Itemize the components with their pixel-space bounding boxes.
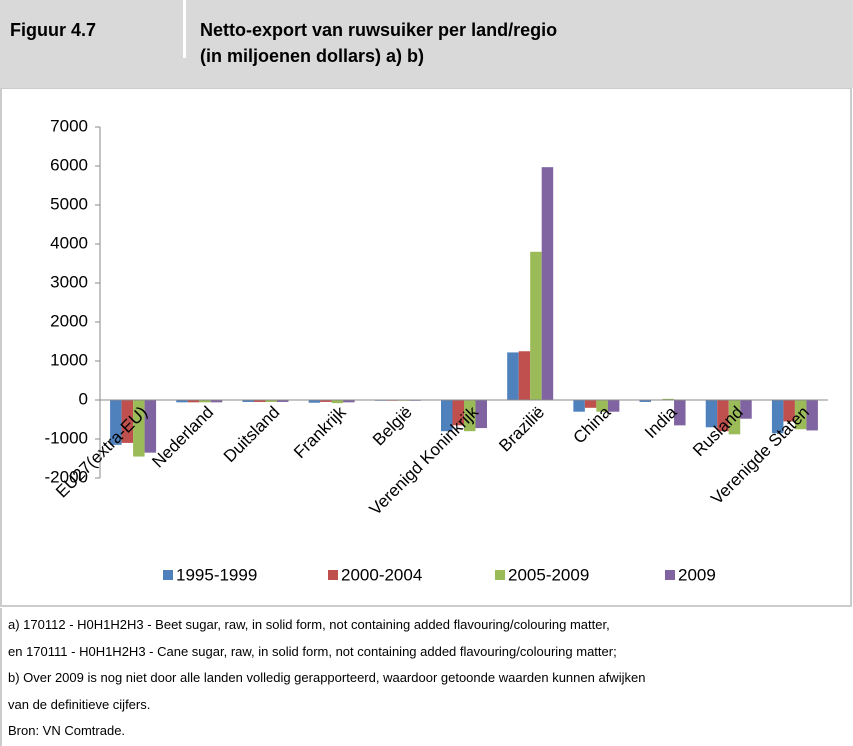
y-tick-label: -2000	[45, 467, 88, 486]
bar	[573, 400, 585, 412]
bar	[253, 400, 266, 402]
y-tick-label: -1000	[45, 428, 88, 447]
bar	[199, 400, 211, 403]
figure-title: Netto-export van ruwsuiker per land/regi…	[200, 20, 558, 40]
bar	[674, 400, 686, 426]
bar	[475, 400, 487, 429]
note: en 170111 - H0H1H2H3 - Cane sugar, raw, …	[8, 643, 617, 659]
bar	[308, 400, 321, 403]
note: b) Over 2009 is nog niet door alle lande…	[8, 670, 646, 685]
bar	[783, 400, 795, 422]
bar	[242, 400, 254, 402]
bar	[441, 400, 453, 432]
bar	[452, 400, 464, 426]
bar	[607, 400, 620, 412]
bar	[794, 400, 807, 430]
bar	[705, 400, 718, 428]
y-tick-label: 2000	[50, 311, 88, 330]
bar	[320, 400, 332, 402]
bar	[133, 400, 145, 457]
x-tick-label: België	[369, 403, 416, 450]
legend-swatch	[665, 570, 675, 580]
legend-label: 1995-1999	[176, 565, 257, 584]
divider	[183, 0, 186, 58]
x-tick-label: Duitsland	[220, 403, 284, 467]
figure-label: Figuur 4.7	[10, 20, 97, 40]
bar	[464, 400, 476, 432]
y-tick-label: 0	[79, 389, 88, 408]
x-tick-label: Brazilië	[495, 403, 548, 456]
bar	[110, 400, 122, 445]
bar	[121, 400, 134, 443]
bar	[144, 400, 157, 453]
note: a) 170112 - H0H1H2H3 - Beet sugar, raw, …	[8, 617, 610, 632]
y-tick-label: 4000	[50, 233, 88, 252]
legend-swatch	[495, 570, 505, 580]
y-tick-label: 6000	[50, 155, 88, 174]
bar	[187, 400, 200, 403]
bar	[596, 400, 608, 412]
legend-swatch	[163, 570, 173, 580]
x-tick-label: Frankrijk	[290, 402, 350, 462]
bar	[518, 351, 531, 400]
legend-label: 2000-2004	[341, 565, 422, 584]
y-tick-label: 3000	[50, 272, 88, 291]
x-tick-label: Nederland	[148, 403, 217, 472]
bar	[728, 400, 741, 435]
figure-title: (in miljoenen dollars) a) b)	[200, 46, 425, 66]
bar	[541, 167, 554, 400]
bar	[265, 400, 277, 402]
bar	[276, 400, 289, 402]
note: Bron: VN Comtrade.	[8, 723, 126, 738]
figure-header: Figuur 4.7 Netto-export van ruwsuiker pe…	[0, 0, 853, 88]
bar	[331, 400, 344, 404]
bar	[210, 400, 223, 403]
bar	[717, 400, 729, 432]
bar	[662, 398, 675, 400]
bar	[584, 400, 597, 408]
bar	[740, 400, 752, 419]
bar	[507, 352, 519, 400]
legend-swatch	[328, 570, 338, 580]
bar	[771, 400, 784, 434]
note: van de definitieve cijfers.	[8, 696, 151, 712]
y-tick-label: 1000	[50, 350, 88, 369]
bar	[176, 400, 188, 403]
bar	[343, 400, 355, 403]
x-tick-label: Verenigd Koninkrijk	[366, 402, 483, 519]
notes: a) 170112 - H0H1H2H3 - Beet sugar, raw, …	[0, 608, 853, 746]
y-tick-label: 7000	[50, 116, 88, 135]
legend-label: 2009	[678, 565, 716, 584]
bar	[806, 400, 818, 431]
chart-frame	[0, 88, 852, 607]
chart: -2000-100001000200030004000500060007000E…	[0, 88, 852, 607]
legend-label: 2005-2009	[508, 565, 589, 584]
y-tick-label: 5000	[50, 194, 88, 213]
bar	[530, 251, 542, 400]
bar	[639, 400, 652, 402]
